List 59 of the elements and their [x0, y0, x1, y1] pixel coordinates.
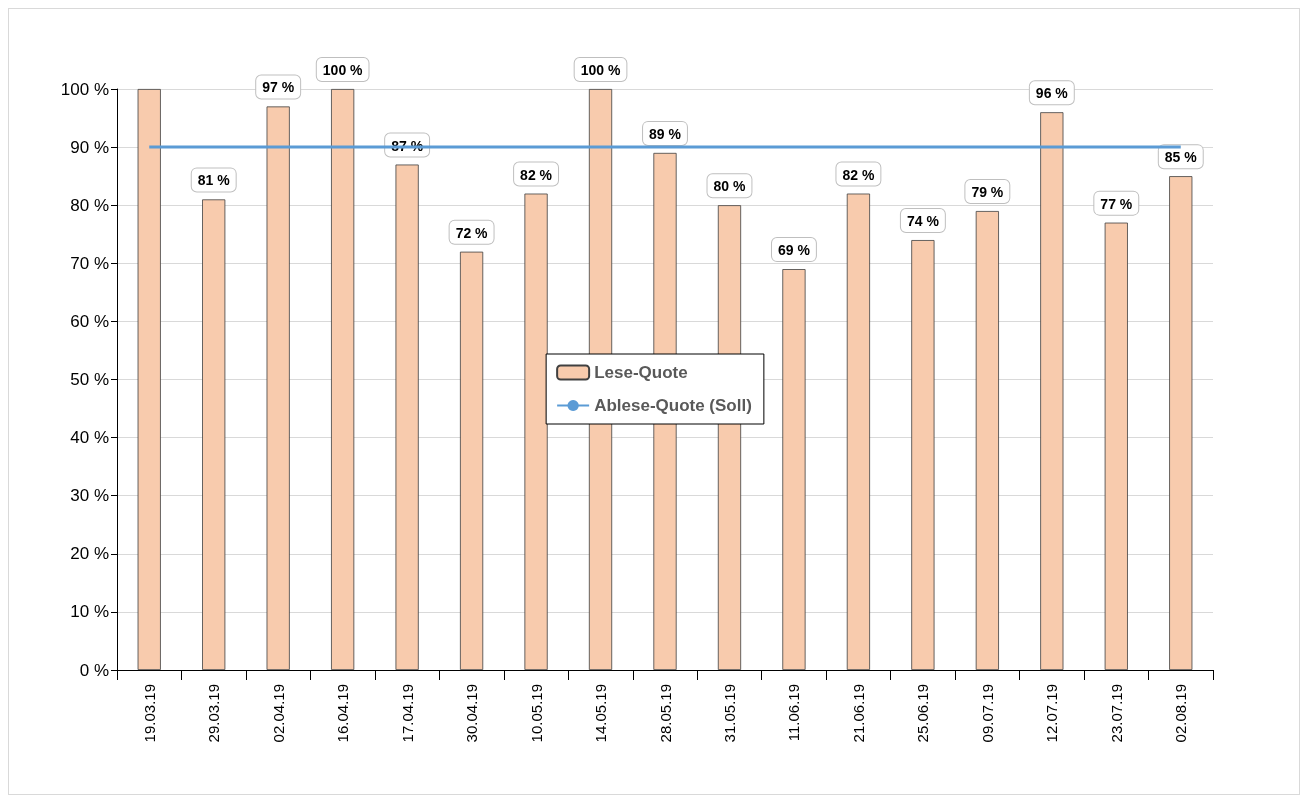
y-tick-label: 90 % [70, 137, 109, 157]
x-tick-label: 30.04.19 [463, 684, 481, 743]
y-tick-label: 40 % [70, 428, 109, 448]
bar [395, 164, 419, 670]
y-tick-label: 70 % [70, 253, 109, 273]
data-label: 85 % [1164, 149, 1198, 166]
x-tick-label: 31.05.19 [720, 684, 738, 743]
y-tick-label: 0 % [79, 660, 109, 680]
bar [782, 269, 806, 670]
bar [1040, 112, 1064, 670]
y-tick-label: 100 % [60, 79, 109, 99]
bar [524, 193, 548, 670]
x-tick-label: 23.07.19 [1107, 684, 1125, 743]
data-label: 80 % [713, 178, 746, 195]
x-tick-label: 11.06.19 [785, 684, 803, 742]
data-label: 72 % [455, 224, 489, 241]
bar [1169, 176, 1193, 670]
bar [911, 240, 935, 670]
x-tick-label: 14.05.19 [592, 684, 610, 743]
x-tick-label: 29.03.19 [205, 684, 223, 743]
data-label: 100 % [322, 62, 364, 78]
data-label: 100 % [580, 62, 621, 78]
y-tick-label: 80 % [70, 195, 109, 215]
bar [975, 211, 999, 670]
legend-label: Lese-Quote [594, 363, 688, 382]
data-label: 79 % [971, 184, 1004, 201]
data-label: 77 % [1100, 195, 1133, 212]
y-tick-label: 60 % [70, 311, 109, 331]
bar [331, 89, 355, 670]
x-tick-label: 09.07.19 [978, 684, 996, 743]
bar [459, 251, 484, 670]
x-tick-label: 02.04.19 [269, 684, 287, 743]
data-label: 81 % [197, 172, 231, 189]
data-label: 82 % [520, 166, 553, 183]
data-label: 89 % [649, 125, 682, 142]
bar [266, 106, 290, 670]
x-tick-label: 10.05.19 [527, 684, 545, 743]
data-label: 74 % [906, 213, 940, 230]
y-tick-label: 30 % [70, 486, 109, 506]
x-tick-label: 17.04.19 [398, 684, 416, 743]
x-tick-label: 19.03.19 [140, 684, 158, 743]
legend-label: Ablese-Quote (Soll) [594, 396, 752, 415]
x-tick-label: 02.08.19 [1172, 684, 1190, 743]
data-label: 96 % [1035, 85, 1069, 102]
bar [1104, 222, 1128, 670]
data-label: 82 % [842, 166, 875, 183]
bar [202, 199, 226, 670]
x-tick-label: 12.07.19 [1043, 684, 1061, 743]
data-label: 97 % [262, 79, 295, 96]
y-tick-label: 10 % [70, 602, 109, 622]
data-label: 69 % [777, 242, 811, 259]
y-tick-label: 50 % [70, 370, 109, 389]
x-tick-label: 25.06.19 [914, 684, 932, 743]
y-tick-label: 20 % [70, 544, 109, 564]
bar [846, 193, 871, 670]
bar [137, 89, 161, 670]
x-tick-label: 28.05.19 [656, 684, 674, 743]
x-tick-label: 16.04.19 [334, 684, 352, 743]
x-tick-label: 21.06.19 [849, 684, 867, 743]
